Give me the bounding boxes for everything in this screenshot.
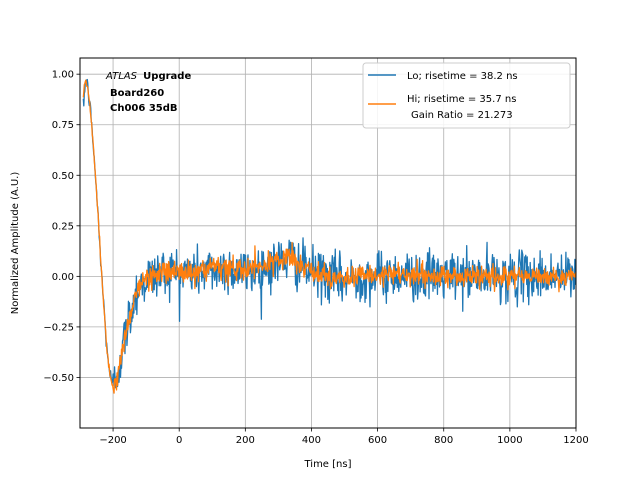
series-layer (82, 78, 576, 394)
legend: Lo; risetime = 38.2 ns Hi; risetime = 35… (362, 62, 571, 129)
y-tick-label: 0.50 (52, 171, 74, 182)
y-tick-label: −0.50 (43, 373, 74, 384)
y-tick-label: 0.00 (52, 272, 74, 283)
upgrade-label: Upgrade (143, 71, 191, 82)
annotation-line2: Board260 (110, 88, 164, 99)
x-tick-label: 0 (176, 435, 182, 446)
y-tick-label: 1.00 (52, 70, 74, 81)
annotation-line1: ATLAS Upgrade (105, 71, 191, 82)
legend-label-hi-line2: Gain Ratio = 21.273 (411, 110, 513, 121)
x-tick-label: 200 (236, 435, 255, 446)
legend-box (362, 62, 571, 129)
x-axis-label: Time [ns] (303, 459, 351, 470)
annotation-line3: Ch006 35dB (110, 103, 178, 114)
x-tick-label: 1000 (497, 435, 522, 446)
atlas-label: ATLAS (105, 71, 138, 82)
y-tick-label: 0.25 (52, 221, 74, 232)
y-axis-label: Normalized Amplitude (A.U.) (10, 172, 21, 315)
x-tick-label: 600 (368, 435, 387, 446)
x-tick-label: 800 (434, 435, 453, 446)
axis-ticks: −200 0 200 400 600 800 1000 1200 −0.50 −0.25 0.00 0… (43, 70, 588, 446)
series-line-hi (82, 79, 576, 394)
plot-frame (79, 57, 577, 429)
x-tick-label: −200 (99, 435, 126, 446)
y-tick-label: −0.25 (43, 322, 74, 333)
y-tick-label: 0.75 (52, 120, 74, 131)
legend-label-lo: Lo; risetime = 38.2 ns (407, 71, 518, 82)
x-tick-label: 400 (302, 435, 321, 446)
legend-label-hi-line1: Hi; risetime = 35.7 ns (407, 94, 516, 105)
annotation-block: ATLAS Upgrade Board260 Ch006 35dB (105, 71, 191, 114)
x-tick-label: 1200 (563, 435, 588, 446)
